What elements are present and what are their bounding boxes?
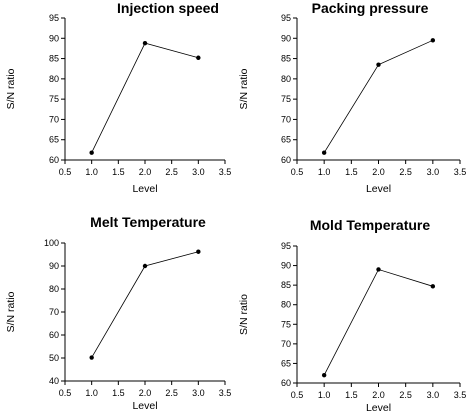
y-tick-label: 90 [281,33,291,43]
x-tick-label: 0.5 [291,390,304,400]
x-tick-label: 1.0 [85,388,98,398]
axis-frame [64,243,225,382]
y-tick-label: 50 [49,353,59,363]
data-point [376,267,381,272]
x-tick-label: 1.0 [318,167,331,177]
data-point [321,372,327,378]
chart-panel-2: Packing pressure 60 65 70 75 80 85 90 95 0.5 1.0 1.… [238,0,466,195]
x-axis-label: Level [366,402,391,414]
y-tick-label: 65 [281,358,291,368]
y-tick-label: 70 [281,339,291,349]
y-tick-label: 90 [281,261,291,271]
x-tick-label: 2.5 [165,388,178,398]
x-axis-label: Level [366,183,391,195]
x-tick-label: 3.0 [427,167,440,177]
x-tick-label: 3.0 [192,388,205,398]
chart-panel-3: Melt Temperature 40 50 60 70 80 90 100 0.5 1.0 1.5… [5,214,231,412]
y-tick-label: 60 [49,155,59,165]
x-tick-label: 3.0 [192,167,205,177]
data-point [376,62,381,67]
chart-title: Injection speed [117,0,219,16]
x-tick-label: 2.5 [399,390,412,400]
y-tick-label: 60 [281,378,291,388]
x-axis-label: Level [132,400,157,412]
series-line [323,269,433,376]
y-tick-label: 85 [49,54,59,64]
data-point [321,150,327,155]
x-tick-label: 1.5 [345,167,358,177]
chart-panel-4: Mold Temperature 60 65 70 75 80 85 90 95 0.5 1.0 1.… [238,217,466,414]
y-tick-label: 65 [281,135,291,145]
data-point [196,55,201,60]
series-line [323,39,433,153]
x-tick-label: 0.5 [291,167,304,177]
y-axis-label: S/N ratio [5,291,17,332]
y-tick-label: 85 [281,54,291,64]
y-tick-label: 85 [281,280,291,290]
x-tick-label: 1.0 [85,167,98,177]
x-tick-label: 3.5 [219,167,232,177]
x-tick-label: 1.0 [318,390,331,400]
chart-title: Melt Temperature [90,214,206,230]
y-tick-label: 95 [49,13,59,23]
y-tick-label: 75 [281,319,291,329]
y-tick-label: 90 [49,33,59,43]
data-point [142,40,148,46]
y-tick-label: 95 [281,13,291,23]
y-tick-label: 70 [49,307,59,317]
y-tick-label: 80 [49,74,59,84]
x-axis-label: Level [132,183,157,195]
data-point [430,38,436,43]
y-tick-label: 95 [281,241,291,251]
data-point [89,355,94,360]
x-tick-label: 3.5 [454,167,467,177]
series-line [91,42,199,153]
x-tick-label: 1.5 [112,167,125,177]
x-tick-label: 2.0 [372,167,385,177]
y-tick-label: 65 [49,135,59,145]
y-tick-label: 90 [49,261,59,271]
axis-frame [64,18,225,161]
data-point [430,284,436,289]
chart-title: Packing pressure [312,0,429,16]
data-point [89,150,94,155]
x-tick-label: 3.5 [219,388,232,398]
x-tick-label: 2.5 [165,167,178,177]
y-axis-label: S/N ratio [238,68,250,109]
y-tick-label: 75 [49,94,59,104]
y-axis-label: S/N ratio [5,68,17,109]
x-tick-label: 0.5 [59,167,72,177]
y-tick-label: 80 [281,74,291,84]
x-tick-label: 2.0 [372,390,385,400]
y-tick-label: 75 [281,94,291,104]
chart-title: Mold Temperature [310,217,431,233]
y-tick-label: 70 [49,114,59,124]
data-point [196,249,201,254]
data-point [142,263,148,269]
y-tick-label: 80 [49,284,59,294]
x-tick-label: 2.0 [139,167,152,177]
x-tick-label: 0.5 [59,388,72,398]
x-tick-label: 3.0 [427,390,440,400]
y-tick-label: 70 [281,114,291,124]
x-tick-label: 1.5 [345,390,358,400]
y-tick-label: 40 [49,376,59,386]
x-tick-label: 2.5 [399,167,412,177]
y-tick-label: 80 [281,300,291,310]
chart-panel-1: Injection speed 60 65 70 75 80 85 90 95 0.5 1.0 1.5… [5,0,231,195]
y-tick-label: 100 [44,238,59,248]
axis-frame [296,18,460,161]
axis-frame [296,246,460,384]
y-tick-label: 60 [49,330,59,340]
y-tick-label: 60 [281,155,291,165]
y-axis-label: S/N ratio [238,294,250,335]
x-tick-label: 3.5 [454,390,467,400]
x-tick-label: 1.5 [112,388,125,398]
x-tick-label: 2.0 [139,388,152,398]
